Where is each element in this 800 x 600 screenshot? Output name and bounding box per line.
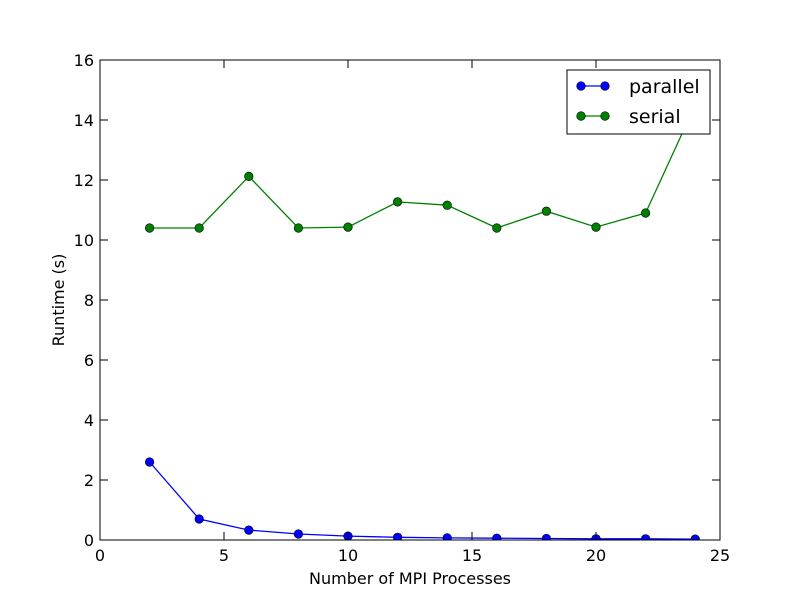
data-point-serial bbox=[640, 208, 651, 218]
data-point-parallel bbox=[293, 529, 304, 539]
x-tick-label: 10 bbox=[338, 546, 358, 565]
legend: parallel serial bbox=[566, 69, 711, 135]
legend-box bbox=[566, 69, 711, 135]
data-point-serial bbox=[343, 222, 353, 232]
data-point-parallel bbox=[541, 533, 551, 540]
data-point-serial bbox=[591, 222, 601, 232]
data-point-parallel bbox=[641, 534, 651, 540]
x-tick-label: 20 bbox=[586, 546, 606, 565]
x-tick-label: 15 bbox=[462, 546, 482, 565]
y-tick-label: 16 bbox=[74, 51, 94, 70]
data-point-serial bbox=[293, 223, 304, 233]
y-tick-label: 14 bbox=[74, 111, 94, 130]
series-layer bbox=[145, 100, 700, 540]
legend-label-serial: serial bbox=[629, 106, 681, 128]
y-tick-label: 4 bbox=[84, 411, 94, 430]
data-point-serial bbox=[145, 223, 155, 233]
legend-marker-serial bbox=[600, 111, 610, 121]
data-point-serial bbox=[194, 223, 204, 233]
data-point-parallel bbox=[194, 514, 204, 524]
tick-layer: 0 5 10 15 20 25 0 2 4 6 8 10 12 14 16 bbox=[74, 51, 731, 565]
legend-marker-parallel bbox=[576, 81, 586, 91]
series-line-parallel bbox=[149, 461, 696, 540]
y-tick-label: 2 bbox=[84, 471, 94, 490]
data-point-parallel bbox=[442, 533, 452, 540]
y-tick-label: 0 bbox=[84, 531, 94, 550]
x-tick-label: 5 bbox=[219, 546, 229, 565]
legend-marker-parallel bbox=[600, 81, 610, 91]
data-point-serial bbox=[541, 206, 552, 216]
y-tick-label: 12 bbox=[74, 171, 94, 190]
legend-label-parallel: parallel bbox=[629, 76, 700, 98]
x-axis-label: Number of MPI Processes bbox=[309, 569, 511, 588]
data-point-parallel bbox=[393, 532, 403, 540]
x-tick-label: 25 bbox=[710, 546, 730, 565]
legend-marker-serial bbox=[576, 111, 586, 121]
y-tick-label: 8 bbox=[84, 291, 94, 310]
series-line-serial bbox=[149, 104, 696, 229]
data-point-serial bbox=[492, 223, 502, 233]
y-axis-label: Runtime (s) bbox=[49, 254, 68, 347]
data-point-parallel bbox=[492, 533, 502, 540]
data-point-serial bbox=[442, 200, 452, 210]
data-point-serial bbox=[244, 171, 254, 181]
y-tick-label: 10 bbox=[74, 231, 94, 250]
data-point-parallel bbox=[690, 534, 700, 540]
data-point-parallel bbox=[244, 525, 254, 535]
data-point-parallel bbox=[145, 457, 155, 467]
data-point-serial bbox=[393, 197, 403, 207]
y-tick-label: 6 bbox=[84, 351, 94, 370]
x-tick-label: 0 bbox=[95, 546, 105, 565]
